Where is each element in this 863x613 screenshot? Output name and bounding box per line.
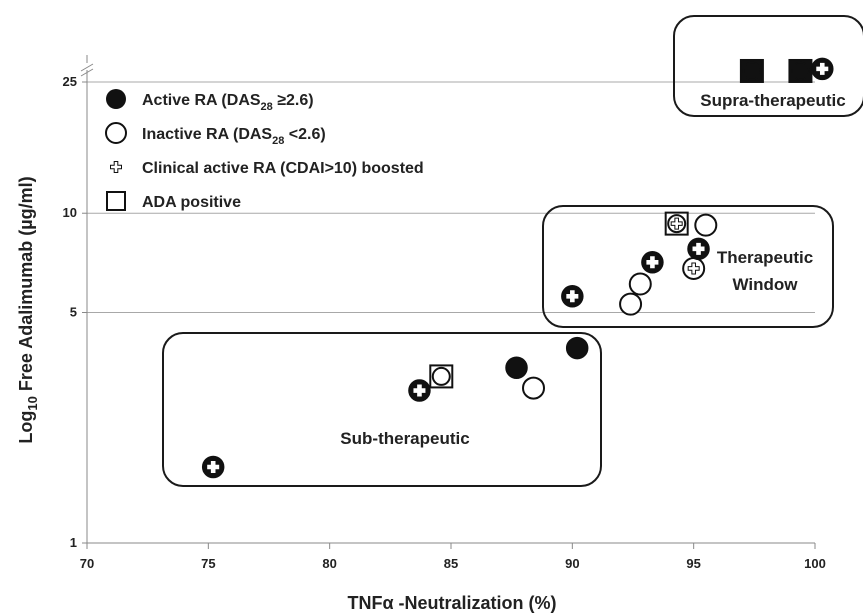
cross-marker (670, 217, 683, 230)
cross-marker (646, 256, 659, 269)
x-tick-label: 95 (686, 556, 700, 571)
circle-marker (431, 366, 451, 386)
axis-break-mark (80, 68, 94, 77)
cross-marker (816, 62, 829, 75)
data-point (628, 272, 652, 296)
circle-marker (694, 213, 718, 237)
data-point (201, 455, 225, 479)
cross-marker (566, 290, 579, 303)
region-label-therapeutic-window: Window (733, 275, 799, 294)
circle-marker (522, 376, 546, 400)
data-point (788, 58, 813, 83)
y-tick-label: 10 (63, 205, 77, 220)
x-tick-label: 85 (444, 556, 458, 571)
data-point (619, 292, 643, 316)
data-point (739, 58, 764, 83)
legend: Active RA (DAS28 ≥2.6) Inactive RA (DAS28… (105, 89, 424, 211)
data-points (201, 57, 834, 479)
y-tick-label: 1 (70, 535, 77, 550)
legend-marker-square (106, 191, 126, 211)
data-point (505, 356, 528, 379)
cross-marker (207, 461, 220, 474)
circle-marker (505, 356, 528, 379)
legend-label: Active RA (DAS28 ≥2.6) (142, 92, 314, 113)
region-box-sub-therapeutic (162, 332, 602, 487)
circle-marker (628, 272, 652, 296)
x-tick-label: 80 (322, 556, 336, 571)
legend-marker-filled-circle (106, 89, 126, 109)
data-point (408, 379, 431, 402)
x-tick-label: 70 (80, 556, 94, 571)
region-box-supra-therapeutic (673, 15, 863, 117)
region-boxes: Sub-therapeutic Therapeutic Window Supra-th… (162, 15, 863, 487)
data-point (682, 256, 706, 280)
x-axis-title: TNFα -Neutralization (%) (347, 593, 556, 613)
data-point (687, 237, 710, 261)
circle-marker (742, 61, 762, 81)
data-point (694, 213, 718, 237)
region-label-supra-therapeutic: Supra-therapeutic (700, 91, 845, 110)
gridlines (87, 81, 815, 313)
data-point (811, 57, 834, 81)
y-axis-title: Log10 Free Adalimumab (µg/ml) (16, 176, 40, 443)
data-point (664, 211, 689, 236)
cross-marker (687, 262, 700, 275)
axis-break-mark (80, 63, 94, 72)
legend-item: Clinical active RA (CDAI>10) boosted (110, 160, 424, 177)
y-tick-label: 5 (70, 305, 77, 320)
legend-item: Active RA (DAS28 ≥2.6) (106, 89, 314, 113)
y-tick-label: 25 (63, 74, 77, 89)
axes: 1 5 10 25 70 75 80 85 90 95 100 (63, 55, 826, 571)
region-box-therapeutic-window (542, 205, 834, 328)
x-tick-label: 75 (201, 556, 215, 571)
data-point (641, 251, 664, 274)
x-tick-label: 100 (804, 556, 826, 571)
cross-marker (692, 242, 705, 255)
legend-marker-open-circle (105, 122, 127, 144)
legend-label: Inactive RA (DAS28 <2.6) (142, 126, 326, 147)
region-label-sub-therapeutic: Sub-therapeutic (340, 429, 469, 448)
cross-marker (413, 384, 426, 397)
data-point (565, 336, 589, 360)
legend-label: ADA positive (142, 194, 241, 211)
circle-marker (619, 292, 643, 316)
region-label-therapeutic-window: Therapeutic (717, 248, 813, 267)
legend-item: Inactive RA (DAS28 <2.6) (105, 122, 326, 147)
circle-marker (791, 61, 810, 81)
legend-item: ADA positive (106, 191, 241, 211)
data-point (522, 376, 546, 400)
circle-marker (565, 336, 589, 360)
x-tick-label: 90 (565, 556, 579, 571)
legend-label: Clinical active RA (CDAI>10) boosted (142, 160, 424, 177)
cross-marker (110, 161, 122, 173)
data-point (429, 364, 454, 389)
data-point (561, 285, 584, 308)
